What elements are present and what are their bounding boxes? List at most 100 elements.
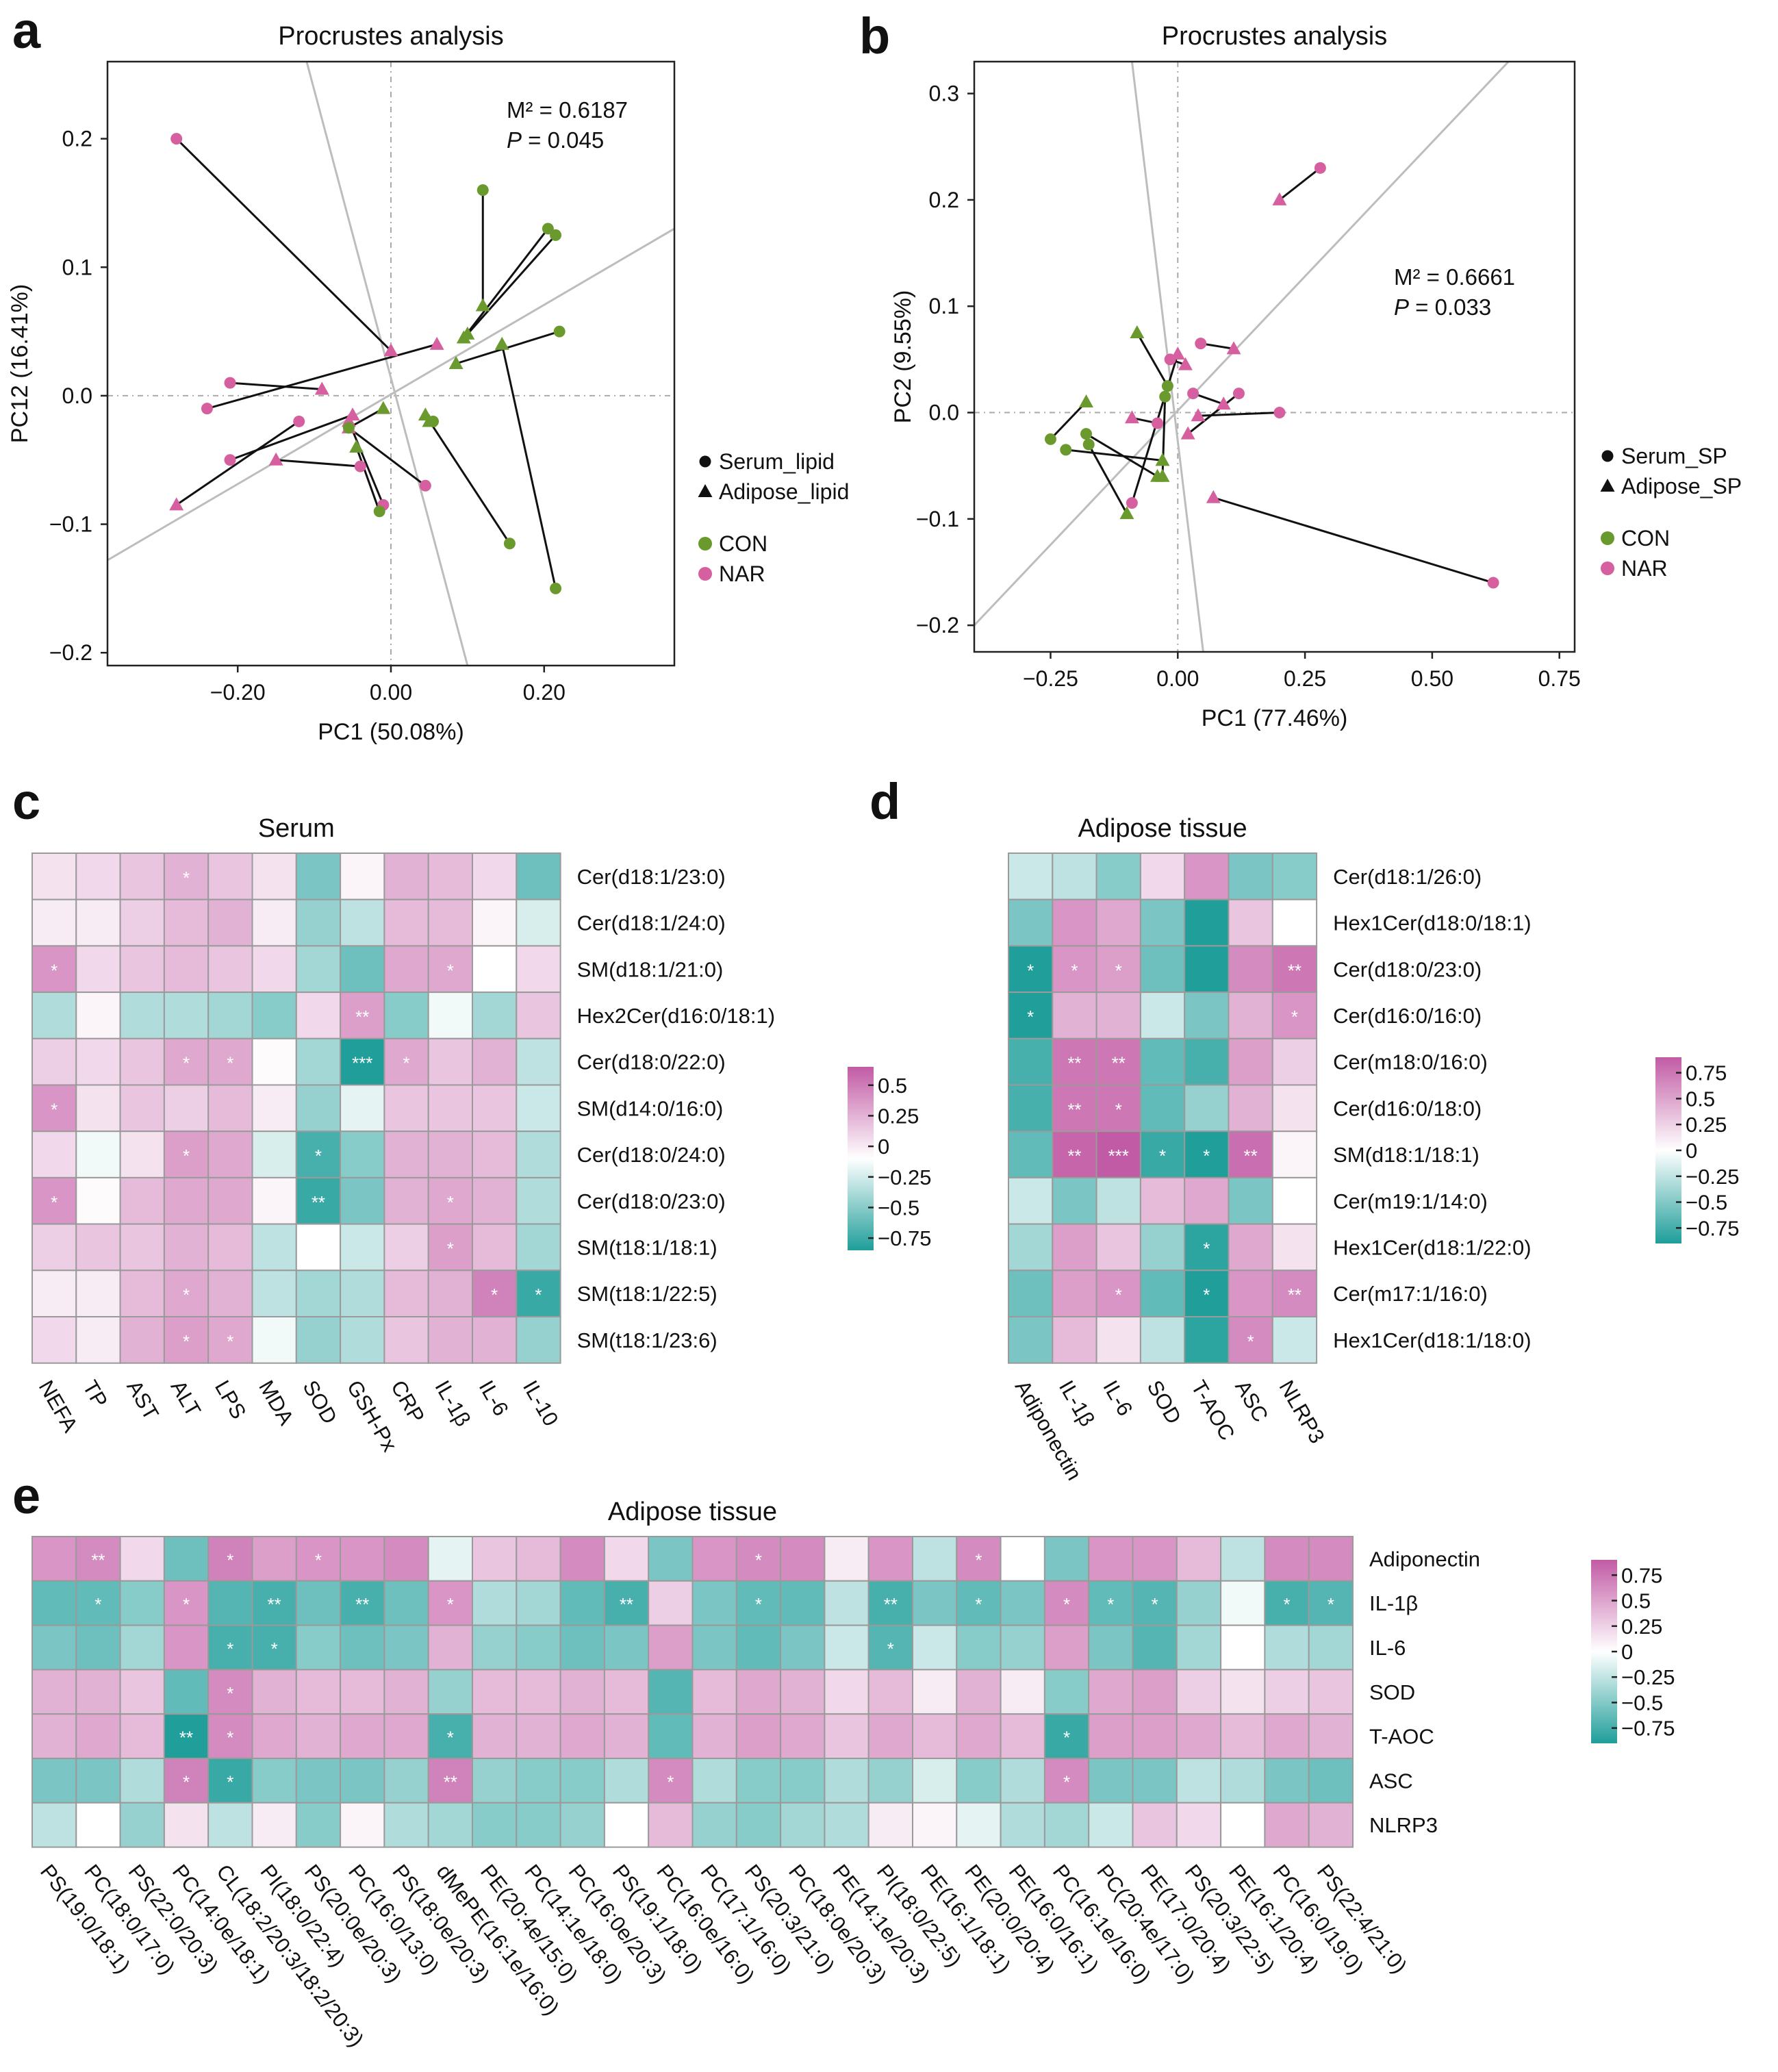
heatmap-cell [295, 1580, 342, 1626]
heatmap-cell [867, 1669, 913, 1715]
heatmap-cell [956, 1669, 1002, 1715]
pair-connector-line [424, 414, 511, 544]
heatmap-cell [251, 852, 297, 900]
significance-star: * [51, 1099, 58, 1120]
plot-frame [973, 60, 1576, 653]
legend-adipose-label: Adipose_SP [1621, 474, 1742, 498]
m2-statistic: M² = 0.6661 [1394, 264, 1515, 290]
significance-star: * [1063, 1771, 1070, 1792]
significance-star: ** [1067, 1053, 1081, 1074]
heatmap-cell [1095, 898, 1141, 947]
heatmap-cell [559, 1758, 605, 1804]
heatmap-cell [163, 898, 209, 947]
heatmap-cell [251, 1316, 297, 1364]
heatmap-cell [735, 1802, 782, 1848]
serum-point [1126, 497, 1138, 509]
heatmap-cell [295, 1802, 342, 1848]
row-label: Cer(m17:1/16:0) [1333, 1282, 1488, 1306]
heatmap-cell [1139, 1084, 1186, 1133]
significance-star: * [755, 1550, 762, 1570]
x-tick-label: −0.20 [210, 680, 266, 705]
significance-star: * [447, 1238, 454, 1259]
heatmap-cell [1184, 1176, 1230, 1225]
heatmap-cell [516, 1580, 561, 1626]
heatmap-cell [1132, 1713, 1178, 1759]
heatmap-cell [427, 1223, 474, 1272]
heatmap-cell [1184, 1084, 1230, 1133]
heatmap-cell [559, 1802, 605, 1848]
heatmap-cell [1139, 945, 1186, 994]
significance-star: * [755, 1594, 762, 1615]
heatmap-cell [75, 1130, 121, 1178]
heatmap-cell [207, 945, 253, 994]
significance-star: ** [1112, 1053, 1126, 1074]
heatmap-cell [1308, 1536, 1354, 1582]
heatmap-cell [295, 991, 342, 1039]
heatmap-cell [295, 1037, 342, 1086]
heatmap-cell [75, 1624, 121, 1671]
significance-star: * [1107, 1594, 1114, 1615]
serum-point [373, 505, 385, 518]
column-label: CRP [386, 1376, 429, 1427]
heatmap-cell [780, 1580, 826, 1626]
heatmap-cell [31, 898, 77, 947]
significance-star: * [94, 1594, 101, 1615]
heatmap-cell [340, 1037, 385, 1086]
heatmap-cell [1220, 1669, 1266, 1715]
heatmap-cell [163, 1580, 209, 1626]
heatmap-cell [383, 1130, 429, 1178]
heatmap-cell [472, 898, 518, 947]
heatmap-cell [648, 1624, 694, 1671]
y-tick-label: −0.1 [916, 507, 959, 531]
heatmap-cell [251, 1176, 297, 1225]
significance-star: * [667, 1771, 674, 1792]
heatmap-cell [295, 1084, 342, 1133]
column-label: IL-6 [1098, 1376, 1137, 1420]
row-label: Cer(m19:1/14:0) [1333, 1189, 1488, 1213]
colorbar-tick-label: 0 [878, 1135, 889, 1159]
heatmap-cell [119, 1713, 165, 1759]
row-label: Cer(d18:0/24:0) [577, 1143, 726, 1167]
significance-star: ** [1067, 1099, 1081, 1120]
significance-star: * [1152, 1594, 1158, 1615]
heatmap-cell [648, 1536, 694, 1582]
heatmap-cell [119, 1176, 165, 1225]
heatmap-cell [1271, 898, 1318, 947]
adipose-point [169, 497, 184, 511]
heatmap-cell [1095, 1037, 1141, 1086]
serum-point [419, 479, 431, 492]
significance-star: * [1328, 1594, 1334, 1615]
p-statistic: P = 0.033 [1394, 294, 1491, 320]
heatmap-cell [956, 1758, 1002, 1804]
colorbar [848, 1067, 874, 1250]
heatmap-cell [31, 852, 77, 900]
heatmap-cell [1095, 1084, 1141, 1133]
x-tick-label: 0.20 [523, 680, 566, 705]
heatmap-cell [516, 1669, 561, 1715]
heatmap-cell [824, 1802, 869, 1848]
heatmap-cell [1220, 1802, 1266, 1848]
heatmap-cell [31, 1269, 77, 1318]
heatmap-cell [251, 1130, 297, 1178]
heatmap-cell [1271, 991, 1318, 1039]
heatmap-cell [207, 1130, 253, 1178]
significance-star: ** [179, 1728, 193, 1748]
heatmap-cell [956, 1624, 1002, 1671]
heatmap-cell [207, 898, 253, 947]
adipose-point [494, 336, 509, 350]
heatmap-cell [119, 1130, 165, 1178]
significance-star: * [1027, 1007, 1034, 1027]
heatmap-cell [207, 1084, 253, 1133]
x-axis-label: PC1 (77.46%) [1202, 705, 1348, 731]
legend-nar-label: NAR [1621, 556, 1668, 581]
heatmap-cell [780, 1802, 826, 1848]
significance-star: * [1283, 1594, 1290, 1615]
serum-point [1080, 428, 1093, 440]
heatmap-cell [691, 1624, 737, 1671]
heatmap-cell [1088, 1713, 1134, 1759]
heatmap-cell [1308, 1580, 1354, 1626]
heatmap-cell [1139, 991, 1186, 1039]
significance-star: * [51, 960, 58, 981]
pair-connector-line [1136, 332, 1169, 387]
colorbar-tick-label: 0 [1621, 1640, 1633, 1664]
